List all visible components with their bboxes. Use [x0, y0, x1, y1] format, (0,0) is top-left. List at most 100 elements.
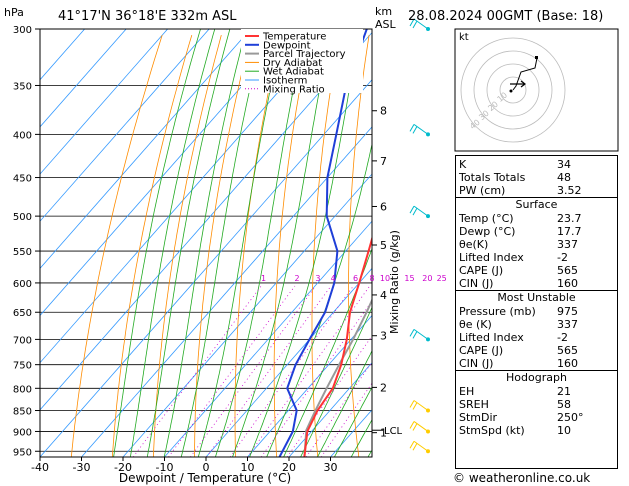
pressure-tick-label: 650	[13, 308, 32, 319]
wet-adiabat-line	[334, 386, 372, 457]
mixing-ratio-line	[320, 382, 372, 457]
wet-adiabat-line	[215, 29, 307, 457]
index-value: 58	[557, 398, 571, 411]
mixing-ratio-label: 3	[315, 274, 320, 283]
index-row: StmDir 250°	[456, 411, 617, 424]
index-label: StmSpd (kt)	[459, 424, 525, 437]
index-value: 565	[557, 344, 578, 357]
index-row: Dewp (°C) 17.7	[456, 225, 617, 238]
index-value: -2	[557, 331, 568, 344]
temperature-tick-label: -10	[156, 461, 174, 474]
index-value: 21	[557, 385, 571, 398]
index-row: Temp (°C) 23.7	[456, 212, 617, 225]
index-row: Pressure (mb) 975	[456, 305, 617, 318]
wet-adiabat-line	[113, 29, 201, 457]
surface-section-title: Surface	[456, 197, 617, 212]
dry-adiabat-line	[70, 34, 163, 457]
isotherm-line	[81, 126, 372, 457]
wet-adiabat-line	[197, 29, 284, 457]
index-row: SREH 58	[456, 398, 617, 411]
index-label: EH	[459, 385, 475, 398]
index-label: PW (cm)	[459, 184, 506, 197]
storm-motion-arrow	[510, 80, 526, 88]
legend-label: Parcel Trajectory	[263, 49, 346, 60]
hodograph-ring	[473, 50, 553, 130]
isotherm-line	[247, 314, 372, 457]
pressure-tick-label: 450	[13, 174, 32, 185]
index-label: Lifted Index	[459, 251, 524, 264]
pressure-tick-label: 600	[13, 279, 32, 290]
pressure-tick-label: 950	[13, 447, 32, 458]
temperature-tick-label: 30	[324, 461, 338, 474]
index-row: EH 21	[456, 385, 617, 398]
pressure-tick-label: 700	[13, 335, 32, 346]
isotherm-line	[40, 31, 372, 411]
wind-barb	[409, 328, 430, 342]
pressure-tick-label: 900	[13, 427, 32, 438]
wet-adiabat-line	[283, 247, 372, 457]
hodograph-section-title: Hodograph	[456, 370, 617, 385]
wind-barb	[409, 421, 430, 434]
index-row: θe(K) 337	[456, 238, 617, 251]
temperature-tick-label: -30	[73, 461, 91, 474]
height-tick-label: 6	[380, 200, 387, 213]
indices-panel: K 34 Totals Totals 48 PW (cm) 3.52 Surface Te…	[455, 155, 618, 469]
wind-barb	[409, 400, 430, 413]
hodograph-origin	[509, 89, 513, 93]
temperature-tick-label: 10	[241, 461, 255, 474]
height-tick-label: 5	[380, 239, 387, 252]
isotherm-line	[205, 267, 372, 457]
datetime-title: 28.08.2024 00GMT (Base: 18)	[408, 9, 603, 24]
copyright-footer: © weatheronline.co.uk	[453, 471, 591, 485]
mixing-ratio-label: 1	[261, 274, 266, 283]
isotherm-line	[122, 173, 372, 457]
mixing-ratio-label: 6	[353, 274, 358, 283]
pressure-tick-label: 800	[13, 384, 32, 395]
wind-barb-shaft	[409, 18, 429, 30]
hodograph-frame	[454, 28, 619, 152]
index-row: Totals Totals 48	[456, 171, 617, 184]
index-label: Dewp (°C)	[459, 225, 516, 238]
index-row: K 34	[456, 158, 617, 171]
mixing-ratio-label: 25	[437, 274, 447, 283]
mixing-ratio-label: 2	[295, 274, 300, 283]
temperature-tick-label: 20	[282, 461, 296, 474]
mixing-ratio-label: 4	[331, 274, 336, 283]
pressure-tick-label: 300	[13, 25, 32, 36]
isotherm-line	[40, 29, 251, 269]
wet-adiabat-line	[130, 29, 216, 457]
hodograph-trace	[512, 57, 538, 91]
mixing-ratio-label: 8	[369, 274, 374, 283]
pressure-tick-label: 550	[13, 247, 32, 258]
index-row: θe (K) 337	[456, 318, 617, 331]
hodograph-ring	[486, 63, 540, 117]
wet-adiabat-line	[232, 29, 332, 457]
index-label: CAPE (J)	[459, 344, 504, 357]
index-row: CAPE (J) 565	[456, 344, 617, 357]
legend-label: Wet Adiabat	[263, 67, 324, 78]
index-value: 160	[557, 277, 578, 290]
hodograph-ring	[460, 37, 566, 143]
isotherm-line	[40, 29, 168, 175]
pressure-tick-label: 350	[13, 81, 32, 92]
wet-adiabat-line	[317, 349, 372, 457]
index-value: 975	[557, 305, 578, 318]
wind-barb	[409, 123, 430, 137]
index-label: Lifted Index	[459, 331, 524, 344]
hodograph-ring	[499, 76, 527, 104]
wind-barb	[409, 205, 430, 219]
mixing-ratio-label: 10	[380, 274, 390, 283]
wind-barb-shaft	[409, 205, 429, 217]
wet-adiabat-line	[146, 29, 231, 457]
index-row: CIN (J) 160	[456, 277, 617, 290]
x-axis-title: Dewpoint / Temperature (°C)	[119, 471, 291, 485]
height-tick-label: 3	[380, 330, 387, 343]
isotherm-line	[40, 29, 334, 364]
km-label: km	[375, 5, 392, 18]
pressure-tick-label: 750	[13, 361, 32, 372]
mixing-ratio-line	[260, 300, 372, 457]
index-value: 48	[557, 171, 571, 184]
wind-barb-shaft	[409, 400, 429, 411]
